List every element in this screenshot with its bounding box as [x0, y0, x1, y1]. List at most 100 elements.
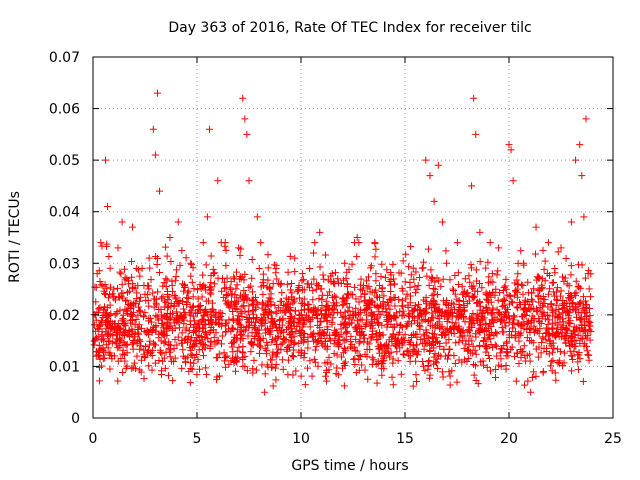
data-point [584, 351, 592, 359]
data-point [508, 298, 516, 306]
data-point [545, 350, 553, 358]
data-point [489, 343, 497, 351]
data-point [218, 340, 226, 348]
data-point [486, 355, 494, 363]
data-point [460, 302, 468, 310]
data-point [373, 292, 381, 300]
data-point [171, 354, 179, 362]
data-point [530, 305, 538, 313]
data-point [513, 285, 521, 293]
data-point [572, 289, 580, 297]
data-point [509, 299, 517, 307]
data-point [452, 339, 460, 347]
data-point [435, 351, 443, 359]
data-point [431, 324, 439, 332]
data-point [285, 295, 293, 303]
data-point [361, 350, 369, 358]
data-point [397, 269, 405, 277]
data-point [411, 305, 419, 313]
data-point [160, 354, 168, 362]
data-point [455, 301, 463, 309]
data-point [132, 316, 140, 324]
data-point [284, 356, 292, 364]
data-point [359, 331, 367, 339]
data-point [128, 258, 136, 266]
data-point [558, 300, 566, 308]
data-point [505, 141, 513, 149]
data-point [578, 314, 586, 322]
data-point [352, 304, 360, 312]
data-point [472, 362, 480, 370]
data-point [240, 302, 248, 310]
data-point [317, 285, 325, 293]
data-point [325, 366, 333, 374]
data-point [334, 337, 342, 345]
data-point [300, 286, 308, 294]
data-point [405, 318, 413, 326]
data-point [184, 295, 192, 303]
data-point [241, 307, 249, 315]
data-point [469, 309, 477, 317]
data-point [276, 315, 284, 323]
data-point [435, 325, 443, 333]
data-point [167, 300, 175, 308]
data-point [230, 275, 238, 283]
data-point [171, 292, 179, 300]
data-point [100, 337, 108, 345]
data-point [262, 326, 270, 334]
data-point [332, 328, 340, 336]
data-point [437, 323, 445, 331]
data-point [450, 330, 458, 338]
data-point [289, 353, 297, 361]
y-tick-label: 0.01 [49, 359, 80, 375]
data-point [272, 361, 280, 369]
data-point [284, 343, 292, 351]
data-point [235, 316, 243, 324]
data-point [228, 324, 236, 332]
data-point [252, 366, 260, 374]
data-point [379, 331, 387, 339]
data-point [390, 294, 398, 302]
data-point [507, 146, 515, 154]
data-point [373, 379, 381, 387]
data-point [215, 350, 223, 358]
data-point [551, 264, 559, 272]
data-point [453, 239, 461, 247]
data-point [300, 295, 308, 303]
data-point [163, 252, 171, 260]
data-point [448, 319, 456, 327]
data-point [476, 341, 484, 349]
data-point [494, 296, 502, 304]
data-point [239, 94, 247, 102]
data-point [430, 353, 438, 361]
data-point [565, 282, 573, 290]
data-point [458, 283, 466, 291]
data-point [552, 376, 560, 384]
data-point [97, 362, 105, 370]
data-point [519, 313, 527, 321]
data-point [182, 311, 190, 319]
data-point [326, 331, 334, 339]
data-point [274, 304, 282, 312]
data-point [582, 115, 590, 123]
data-point [243, 367, 251, 375]
data-point [181, 358, 189, 366]
data-point [333, 351, 341, 359]
data-point [446, 326, 454, 334]
data-point [233, 358, 241, 366]
data-point [147, 276, 155, 284]
data-point [357, 281, 365, 289]
data-point [401, 278, 409, 286]
data-point [473, 299, 481, 307]
data-point [586, 304, 594, 312]
data-point [322, 251, 330, 259]
data-point [291, 254, 299, 262]
data-point [391, 302, 399, 310]
data-point [375, 304, 383, 312]
data-point [388, 373, 396, 381]
data-point [222, 297, 230, 305]
data-point [487, 309, 495, 317]
data-point [483, 304, 491, 312]
data-point [468, 319, 476, 327]
data-point [398, 312, 406, 320]
